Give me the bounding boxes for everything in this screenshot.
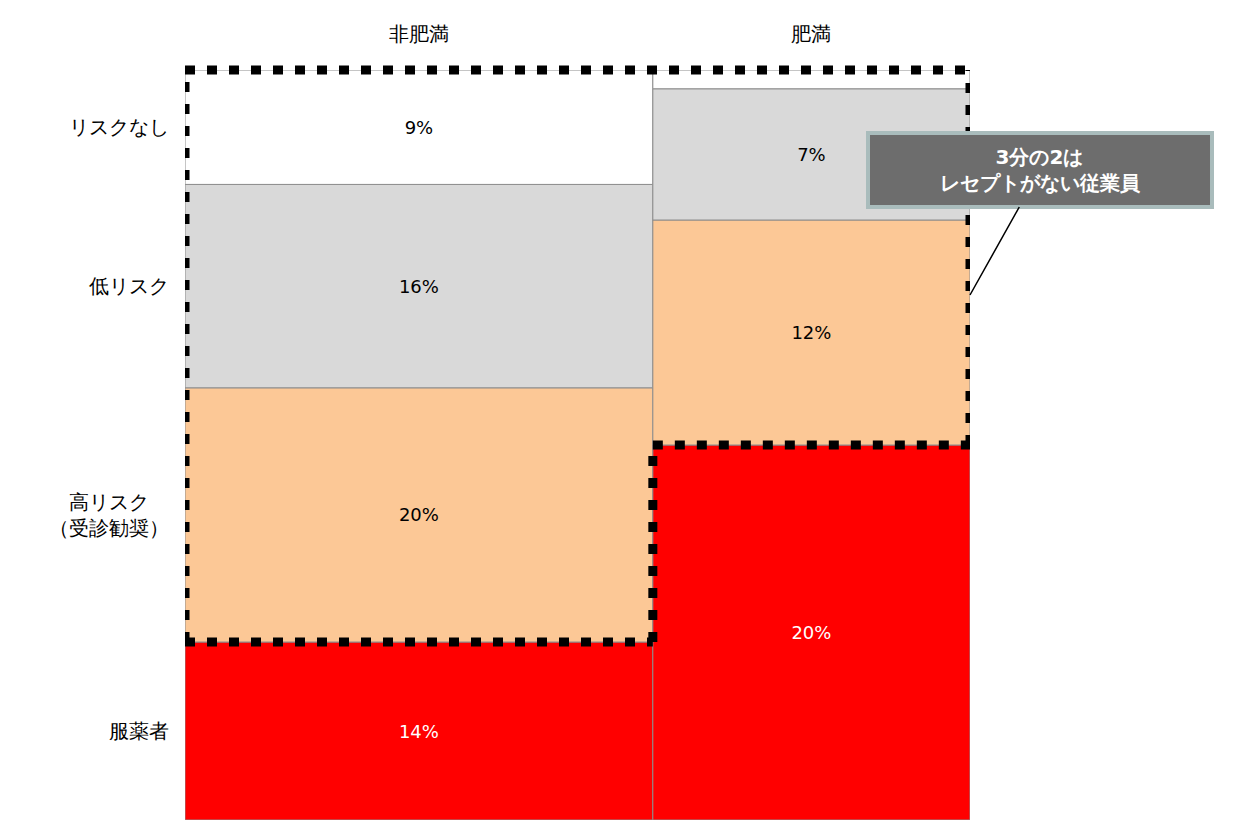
- svg-text:低リスク: 低リスク: [89, 274, 169, 298]
- svg-text:14%: 14%: [399, 721, 439, 742]
- svg-text:非肥満: 非肥満: [389, 22, 449, 46]
- svg-text:7%: 7%: [797, 144, 826, 165]
- svg-text:12%: 12%: [791, 322, 831, 343]
- svg-text:9%: 9%: [405, 117, 434, 138]
- svg-text:高リスク（受診勧奨）: 高リスク（受診勧奨）: [49, 490, 169, 540]
- svg-text:20%: 20%: [791, 622, 831, 643]
- svg-text:肥満: 肥満: [791, 22, 831, 46]
- svg-text:リスクなし: リスクなし: [69, 115, 169, 139]
- svg-text:3分の2はレセプトがない従業員: 3分の2はレセプトがない従業員: [940, 145, 1141, 195]
- svg-text:16%: 16%: [399, 276, 439, 297]
- svg-text:20%: 20%: [399, 504, 439, 525]
- svg-text:服薬者: 服薬者: [109, 719, 169, 743]
